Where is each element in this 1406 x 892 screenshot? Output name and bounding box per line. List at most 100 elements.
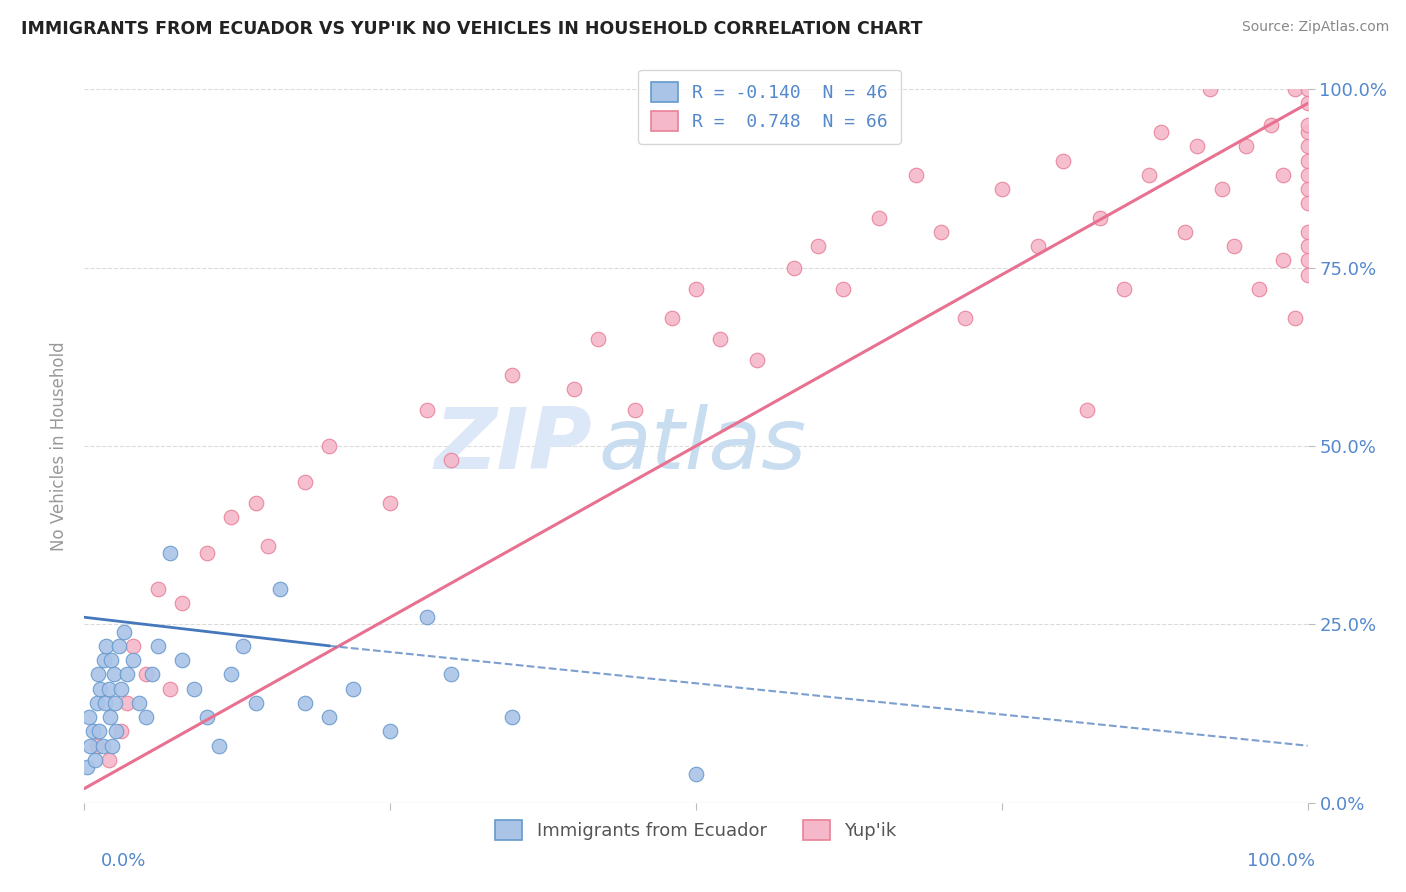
- Point: [105, 724, 128, 739]
- Point: [195, 546, 218, 560]
- Point: [104, 696, 127, 710]
- Point: [318, 710, 340, 724]
- Point: [1284, 310, 1306, 325]
- Point: [318, 439, 340, 453]
- Point: [929, 225, 952, 239]
- Point: [245, 496, 267, 510]
- Point: [146, 639, 169, 653]
- Point: [1296, 139, 1319, 153]
- Point: [98, 710, 121, 724]
- Point: [219, 510, 242, 524]
- Point: [1076, 403, 1098, 417]
- Point: [76, 760, 98, 774]
- Point: [1088, 211, 1111, 225]
- Y-axis label: No Vehicles in Household: No Vehicles in Household: [51, 341, 69, 551]
- Point: [831, 282, 853, 296]
- Point: [991, 182, 1014, 196]
- Point: [869, 211, 891, 225]
- Text: 100.0%: 100.0%: [1247, 852, 1315, 870]
- Point: [661, 310, 683, 325]
- Point: [685, 767, 707, 781]
- Point: [1272, 168, 1295, 182]
- Point: [96, 639, 118, 653]
- Text: atlas: atlas: [598, 404, 806, 488]
- Point: [183, 681, 205, 696]
- Point: [807, 239, 830, 253]
- Point: [624, 403, 647, 417]
- Point: [416, 403, 439, 417]
- Point: [783, 260, 806, 275]
- Point: [440, 453, 463, 467]
- Point: [1296, 153, 1319, 168]
- Point: [103, 667, 125, 681]
- Point: [107, 639, 129, 653]
- Point: [1114, 282, 1136, 296]
- Point: [1296, 118, 1319, 132]
- Point: [1296, 82, 1319, 96]
- Point: [79, 739, 101, 753]
- Point: [110, 681, 132, 696]
- Point: [1296, 96, 1319, 111]
- Point: [685, 282, 707, 296]
- Text: IMMIGRANTS FROM ECUADOR VS YUP'IK NO VEHICLES IN HOUSEHOLD CORRELATION CHART: IMMIGRANTS FROM ECUADOR VS YUP'IK NO VEH…: [21, 20, 922, 37]
- Point: [77, 710, 100, 724]
- Point: [141, 667, 163, 681]
- Point: [87, 667, 110, 681]
- Point: [122, 653, 145, 667]
- Point: [380, 724, 402, 739]
- Point: [1284, 82, 1306, 96]
- Point: [86, 696, 108, 710]
- Point: [115, 696, 138, 710]
- Point: [100, 653, 122, 667]
- Point: [97, 753, 120, 767]
- Point: [1187, 139, 1209, 153]
- Point: [1296, 225, 1319, 239]
- Point: [502, 368, 524, 382]
- Point: [112, 624, 135, 639]
- Point: [380, 496, 402, 510]
- Point: [135, 667, 157, 681]
- Point: [195, 710, 218, 724]
- Text: ZIP: ZIP: [434, 404, 592, 488]
- Point: [294, 475, 316, 489]
- Point: [1296, 239, 1319, 253]
- Point: [1296, 196, 1319, 211]
- Point: [208, 739, 231, 753]
- Point: [86, 739, 108, 753]
- Point: [82, 724, 104, 739]
- Point: [84, 753, 107, 767]
- Point: [128, 696, 150, 710]
- Point: [159, 681, 181, 696]
- Point: [1247, 282, 1270, 296]
- Point: [219, 667, 242, 681]
- Point: [1198, 82, 1220, 96]
- Point: [416, 610, 439, 624]
- Point: [1137, 168, 1160, 182]
- Point: [1296, 125, 1319, 139]
- Point: [101, 739, 124, 753]
- Point: [1211, 182, 1233, 196]
- Point: [1052, 153, 1074, 168]
- Point: [709, 332, 731, 346]
- Point: [146, 582, 169, 596]
- Point: [502, 710, 524, 724]
- Point: [1236, 139, 1258, 153]
- Point: [94, 696, 117, 710]
- Point: [440, 667, 463, 681]
- Point: [953, 310, 976, 325]
- Point: [135, 710, 157, 724]
- Point: [294, 696, 316, 710]
- Point: [97, 681, 120, 696]
- Point: [1296, 168, 1319, 182]
- Point: [172, 653, 194, 667]
- Point: [93, 653, 115, 667]
- Point: [747, 353, 769, 368]
- Point: [1296, 253, 1319, 268]
- Legend: Immigrants from Ecuador, Yup'ik: Immigrants from Ecuador, Yup'ik: [488, 813, 904, 847]
- Point: [87, 724, 110, 739]
- Point: [232, 639, 254, 653]
- Point: [1223, 239, 1246, 253]
- Point: [1028, 239, 1050, 253]
- Point: [257, 539, 280, 553]
- Point: [159, 546, 181, 560]
